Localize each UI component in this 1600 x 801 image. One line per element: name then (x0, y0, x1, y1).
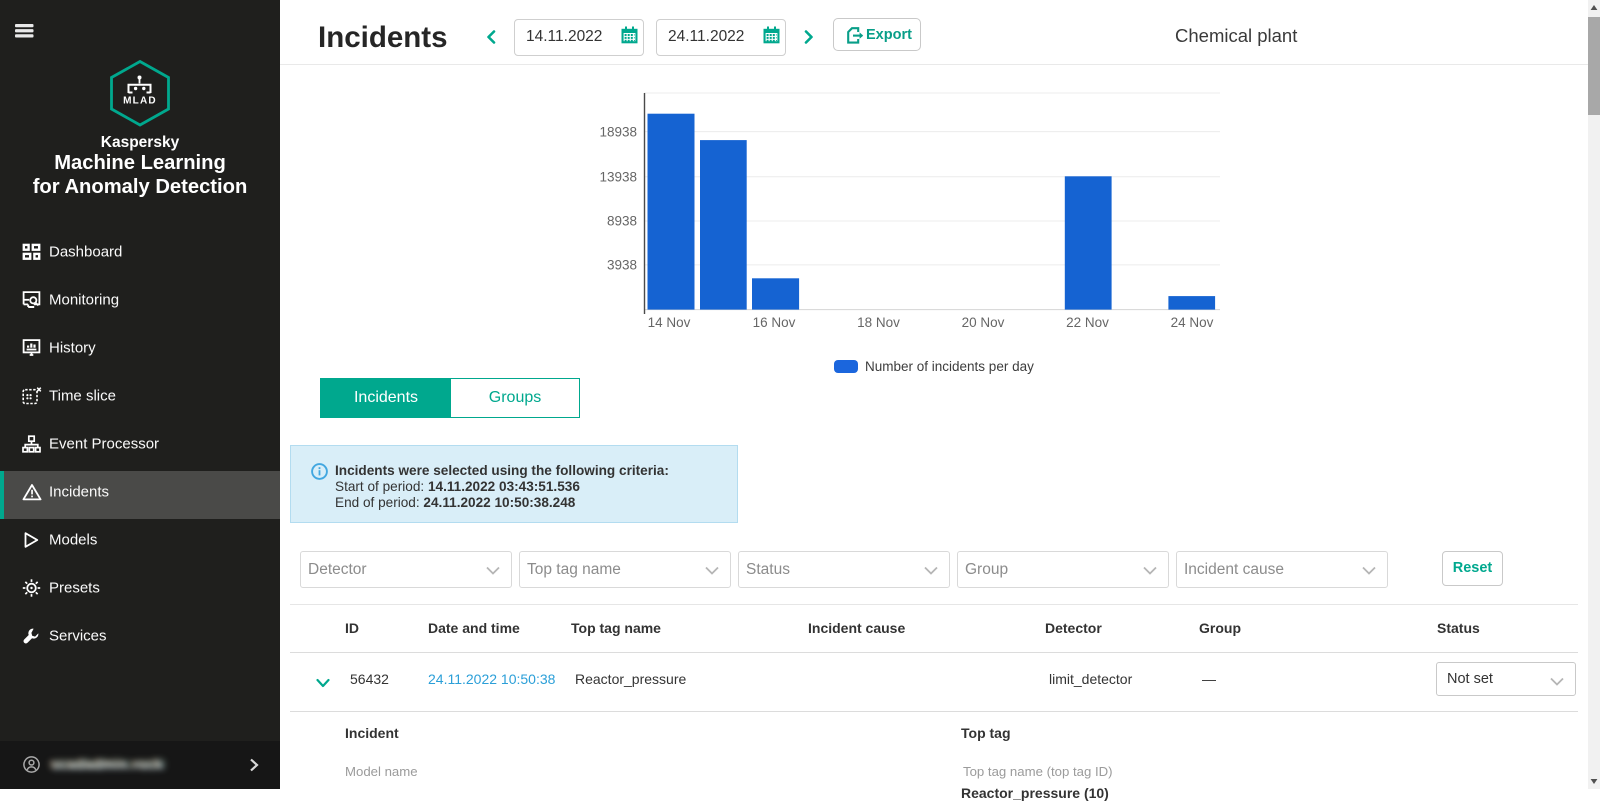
svg-text:14 Nov: 14 Nov (648, 315, 691, 330)
svg-text:MLAD: MLAD (123, 96, 157, 107)
svg-text:13938: 13938 (600, 169, 637, 184)
svg-text:22 Nov: 22 Nov (1066, 315, 1109, 330)
svg-text:20 Nov: 20 Nov (962, 315, 1005, 330)
svg-text:24 Nov: 24 Nov (1171, 315, 1214, 330)
svg-text:18938: 18938 (600, 124, 637, 139)
svg-text:16 Nov: 16 Nov (753, 315, 796, 330)
svg-text:18 Nov: 18 Nov (857, 315, 900, 330)
svg-text:3938: 3938 (607, 258, 637, 273)
svg-text:8938: 8938 (607, 214, 637, 229)
